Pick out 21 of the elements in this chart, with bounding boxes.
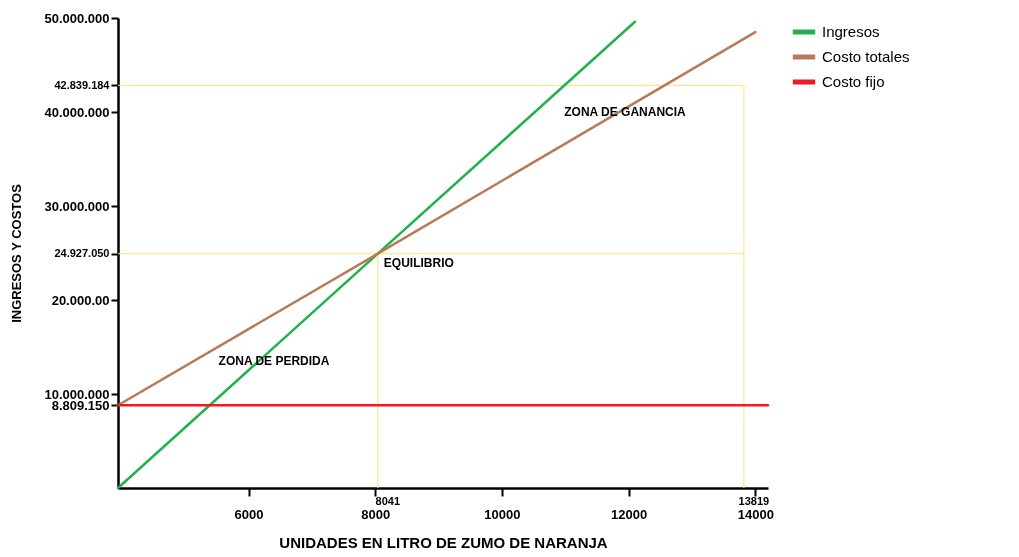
legend-label: Costo fijo [822,73,885,90]
x-axis-title: UNIDADES EN LITRO DE ZUMO DE NARANJA [279,533,608,551]
ref-line-label: 13819 [738,495,770,507]
y-tick-label: 50.000.000 [44,10,110,26]
annotation: EQUILIBRIO [383,255,454,270]
x-tick-label: 8000 [361,506,391,522]
y-tick-label: 10.000.000 [44,386,110,402]
y-tick-label: 40.000.000 [44,104,110,120]
annotation: ZONA DE GANANCIA [564,105,687,119]
x-tick-label: 10000 [484,506,521,522]
legend-label: Ingresos [822,23,880,40]
legend-label: Costo totales [822,48,910,65]
y-tick-label: 20.000.00 [51,292,110,308]
ref-line-label: 8041 [375,495,401,507]
x-tick-label: 6000 [234,506,264,522]
y-tick-label: 42.839.184 [54,78,111,91]
x-tick-label: 12000 [611,506,648,522]
y-tick-label: 24.927.050 [54,247,110,260]
y-axis-title: INGRESOS Y COSTOS [9,183,25,323]
x-tick-label: 14000 [737,506,774,522]
y-tick-label: 30.000.000 [44,198,110,214]
